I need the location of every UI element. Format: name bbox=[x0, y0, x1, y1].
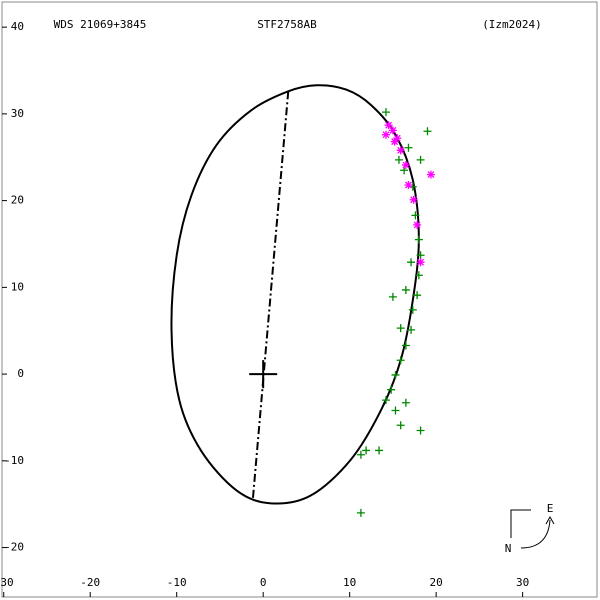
observation bbox=[362, 446, 371, 455]
observation bbox=[391, 406, 400, 415]
observation bbox=[414, 271, 423, 280]
observation bbox=[426, 170, 435, 179]
observation bbox=[408, 305, 417, 314]
observation bbox=[407, 325, 416, 334]
y-tick-label: 0 bbox=[17, 367, 24, 380]
observation bbox=[416, 251, 425, 260]
x-tick-label: 30 bbox=[516, 576, 529, 589]
observation bbox=[413, 220, 422, 229]
observation bbox=[407, 258, 416, 267]
observation bbox=[423, 127, 432, 136]
observation bbox=[381, 108, 390, 117]
y-tick-label: 20 bbox=[11, 194, 24, 207]
y-tick-label: -10 bbox=[4, 454, 24, 467]
observation bbox=[401, 285, 410, 294]
x-tick-label: 10 bbox=[343, 576, 356, 589]
orbit bbox=[170, 84, 420, 505]
chart-subtitle: STF2758AB bbox=[257, 18, 317, 31]
source-label: (Izm2024) bbox=[482, 18, 542, 31]
observation bbox=[414, 235, 423, 244]
observation bbox=[381, 130, 390, 139]
observation bbox=[393, 134, 402, 143]
observation bbox=[401, 398, 410, 407]
observation bbox=[413, 291, 422, 300]
observation bbox=[416, 426, 425, 435]
compass-east: E bbox=[547, 502, 554, 515]
observation bbox=[388, 292, 397, 301]
chart-title: WDS 21069+3845 bbox=[54, 18, 147, 31]
compass bbox=[510, 509, 555, 549]
observation bbox=[409, 195, 418, 204]
x-tick-label: 0 bbox=[260, 576, 267, 589]
observation bbox=[416, 258, 425, 267]
observation bbox=[411, 211, 420, 220]
observation bbox=[356, 450, 365, 459]
observation bbox=[390, 137, 399, 146]
observation bbox=[404, 181, 413, 190]
observation bbox=[394, 155, 403, 164]
line-of-nodes bbox=[251, 91, 290, 500]
compass-north: N bbox=[505, 542, 512, 555]
observation bbox=[396, 421, 405, 430]
observation bbox=[387, 385, 396, 394]
y-tick-label: 30 bbox=[11, 107, 24, 120]
observation bbox=[401, 161, 410, 170]
observation bbox=[375, 446, 384, 455]
observation bbox=[396, 324, 405, 333]
observation bbox=[388, 126, 397, 135]
observation bbox=[391, 370, 400, 379]
y-tick-label: 10 bbox=[11, 280, 24, 293]
y-tick-label: 40 bbox=[11, 20, 24, 33]
x-tick-label: -30 bbox=[0, 576, 14, 589]
x-tick-label: -10 bbox=[167, 576, 187, 589]
observation bbox=[381, 396, 390, 405]
y-tick-label: -20 bbox=[4, 541, 24, 554]
observation bbox=[396, 146, 405, 155]
primary-star bbox=[249, 360, 278, 389]
observation bbox=[384, 121, 393, 130]
x-tick-label: -20 bbox=[80, 576, 100, 589]
observation bbox=[416, 155, 425, 164]
observation bbox=[396, 356, 405, 365]
x-tick-label: 20 bbox=[430, 576, 443, 589]
observation bbox=[404, 143, 413, 152]
observation bbox=[401, 341, 410, 350]
observation bbox=[356, 508, 365, 517]
